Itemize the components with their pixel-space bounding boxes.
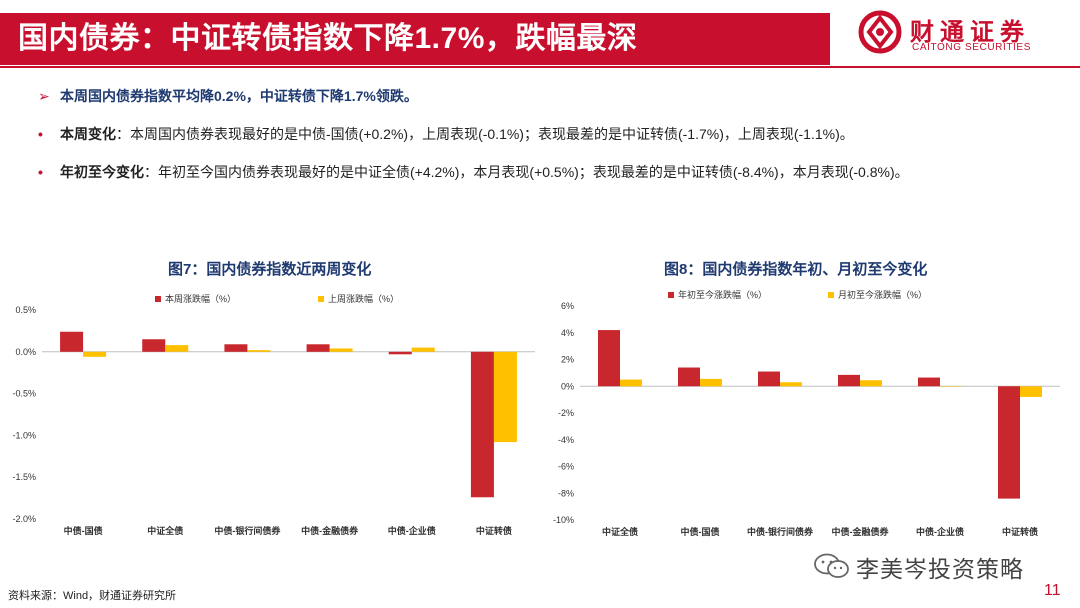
wechat-icon — [814, 553, 849, 578]
chart8-ytick-label: 2% — [561, 355, 574, 365]
chart8-ytick-label: 4% — [561, 328, 574, 338]
header-rule — [0, 66, 1080, 68]
chart8-bar-red — [998, 386, 1020, 499]
chart7-bar-red — [224, 344, 248, 352]
chart8-ytick-label: 6% — [561, 301, 574, 311]
chart8-category-label: 中债-金融债券 — [832, 526, 890, 537]
title-bar: 国内债券：中证转债指数下降1.7%，跌幅最深 — [0, 13, 830, 65]
chart7-ytick-label: -1.0% — [12, 430, 36, 440]
chart7-legend-swatch — [155, 296, 161, 302]
weekly-change-label: 本周变化 — [60, 126, 116, 142]
chart7-category-label: 中债-国债 — [64, 525, 103, 536]
chart7-bar-yellow — [329, 348, 353, 352]
logo-chinese-name: 财通证券 — [910, 19, 1030, 46]
chart8-ytick-label: -4% — [558, 435, 574, 445]
chart8-bar-yellow — [780, 382, 802, 387]
chart7-bar-yellow — [493, 351, 517, 443]
chart8-category-label: 中证转债 — [1002, 526, 1038, 537]
chart8-bar-yellow — [620, 379, 642, 387]
chart7-legend-label: 本周涨跌幅（%） — [165, 293, 236, 304]
chart7-ytick-label: -1.5% — [12, 472, 36, 482]
chart8-category-label: 中债-国债 — [681, 526, 720, 537]
watermark-text: 李美岑投资策略 — [856, 556, 1024, 582]
page-title: 国内债券：中证转债指数下降1.7%，跌幅最深 — [18, 22, 638, 55]
dot-bullet-icon: • — [38, 164, 43, 180]
summary-headline-text: 本周国内债券指数平均降0.2%，中证转债下降1.7%领跌。 — [60, 88, 418, 104]
ytd-change-bullet: • 年初至今变化：年初至今国内债券表现最好的是中证全债(+4.2%)，本月表现(+… — [38, 162, 909, 182]
chart7-category-label: 中证全债 — [147, 525, 183, 536]
chart8-ytick-label: -10% — [553, 515, 574, 525]
chart8-category-label: 中债-企业债 — [916, 526, 964, 537]
chart7-bar-yellow — [411, 347, 435, 352]
page-header: 国内债券：中证转债指数下降1.7%，跌幅最深 财通证券 CAITONG SECU… — [0, 0, 1080, 68]
chart8-bar-yellow — [940, 386, 962, 387]
chart7-category-label: 中债-银行间债券 — [214, 525, 281, 536]
wechat-watermark: 李美岑投资策略 — [810, 548, 1050, 584]
summary-headline: ➢ 本周国内债券指数平均降0.2%，中证转债下降1.7%领跌。 — [38, 86, 418, 106]
chart7-bar-red — [470, 351, 494, 498]
arrow-bullet-icon: ➢ — [38, 88, 50, 104]
chart7-weekly-bond-index-change: 0.5% 0.0% -0.5% -1.0% -1.5% -2.0% 中债-国债 中证全债 中债-… — [12, 293, 535, 536]
company-logo: 财通证券 CAITONG SECURITIES — [858, 10, 1058, 60]
chart7-title: 图7：国内债券指数近两周变化 — [168, 261, 372, 278]
chart7-bar-yellow — [247, 350, 271, 352]
chart8-bar-red — [918, 377, 940, 387]
dot-bullet-icon: • — [38, 126, 43, 142]
ytd-change-text: ：年初至今国内债券表现最好的是中证全债(+4.2%)，本月表现(+0.5%)；表… — [144, 164, 909, 180]
chart8-bar-red — [678, 367, 700, 387]
data-source-note: 资料来源：Wind，财通证券研究所 — [8, 590, 177, 602]
chart7-ytick-label: 0.5% — [15, 305, 36, 315]
chart7-category-label: 中证转债 — [476, 525, 512, 536]
weekly-change-text: ：本周国内债券表现最好的是中债-国债(+0.2%)，上周表现(-0.1%)；表现… — [116, 126, 854, 142]
chart7-bar-red — [388, 351, 412, 355]
chart8-ytick-label: -6% — [558, 462, 574, 472]
logo-mark-icon — [858, 10, 902, 54]
chart8-ytick-label: -2% — [558, 408, 574, 418]
chart7-ytick-label: 0.0% — [15, 347, 36, 357]
chart8-bar-yellow — [860, 380, 882, 387]
chart7-category-label: 中债-金融债券 — [301, 525, 359, 536]
chart7-bar-yellow — [83, 351, 107, 357]
chart7-ytick-label: -0.5% — [12, 389, 36, 399]
chart8-legend-label: 年初至今涨跌幅（%） — [678, 289, 767, 300]
chart8-bar-yellow — [1020, 386, 1042, 397]
chart7-bar-red — [142, 339, 166, 352]
chart7-bar-yellow — [165, 345, 189, 352]
chart7-category-label: 中债-企业债 — [388, 525, 436, 536]
chart8-legend-swatch — [828, 292, 834, 298]
chart8-ytick-label: 0% — [561, 381, 574, 391]
chart8-ytick-label: -8% — [558, 488, 574, 498]
chart7-legend-label: 上周涨跌幅（%） — [328, 293, 399, 304]
chart8-bar-red — [838, 374, 860, 387]
chart8-legend-swatch — [668, 292, 674, 298]
chart8-ytd-mtd-bond-index-change: 6% 4% 2% 0% -2% -4% -6% -8% -10% 中证全债 中债-国债 中债-银行间债… — [553, 289, 1060, 537]
chart7-ytick-label: -2.0% — [12, 514, 36, 524]
chart8-bar-yellow — [700, 378, 722, 387]
chart8-category-label: 中证全债 — [602, 526, 638, 537]
weekly-change-bullet: • 本周变化：本周国内债券表现最好的是中债-国债(+0.2%)，上周表现(-0.1… — [38, 124, 854, 144]
chart8-bar-red — [758, 371, 780, 387]
chart8-bar-red — [598, 330, 620, 387]
chart8-legend-label: 月初至今涨跌幅（%） — [838, 289, 927, 300]
chart8-category-label: 中债-银行间债券 — [747, 526, 814, 537]
logo-english-name: CAITONG SECURITIES — [912, 42, 1031, 53]
chart7-legend-swatch — [318, 296, 324, 302]
chart7-bar-red — [60, 331, 84, 352]
page-number: 11 — [1044, 582, 1061, 599]
chart7-bar-red — [306, 344, 330, 352]
ytd-change-label: 年初至今变化 — [60, 164, 144, 180]
chart8-title: 图8：国内债券指数年初、月初至今变化 — [664, 261, 928, 278]
